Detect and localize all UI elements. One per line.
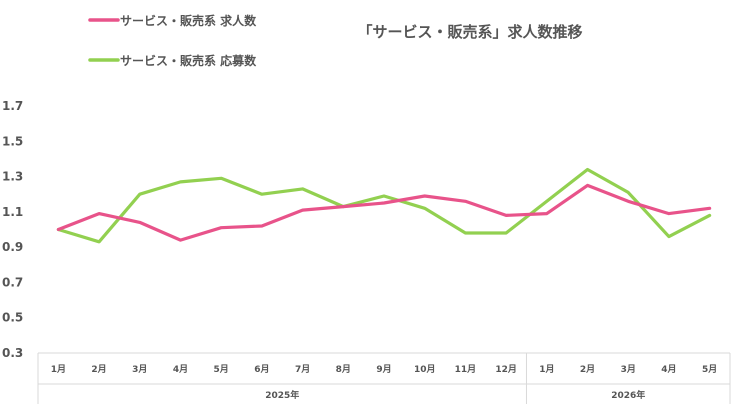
- x-tick-label: 1月: [539, 364, 554, 375]
- y-tick-label: 1.7: [2, 99, 23, 113]
- x-tick-label: 5月: [214, 364, 229, 375]
- y-tick-label: 0.7: [2, 275, 23, 289]
- x-tick-label: 5月: [702, 364, 717, 375]
- x-tick-label: 9月: [376, 364, 391, 375]
- y-tick-label: 1.5: [2, 134, 23, 148]
- x-tick-label: 7月: [295, 364, 310, 375]
- x-tick-label: 4月: [661, 364, 676, 375]
- x-tick-label: 1月: [51, 364, 66, 375]
- x-tick-label: 2月: [91, 364, 106, 375]
- x-tick-label: 4月: [173, 364, 188, 375]
- y-tick-label: 1.1: [2, 205, 23, 219]
- x-tick-label: 3月: [132, 364, 147, 375]
- chart-title: 「サービス・販売系」求人数推移: [357, 23, 582, 41]
- y-tick-label: 1.3: [2, 170, 23, 184]
- x-tick-label: 2月: [580, 364, 595, 375]
- x-tick-label: 12月: [495, 364, 517, 375]
- y-tick-label: 0.9: [2, 240, 23, 254]
- x-tick-label: 10月: [414, 364, 436, 375]
- legend-label: サービス・販売系 応募数: [120, 53, 257, 68]
- x-group-label: 2026年: [611, 389, 645, 401]
- series-line: [56, 167, 712, 244]
- series-line: [56, 183, 712, 242]
- x-axis: 1月 2月 3月 4月 5月 6月 7月 8月 9月 10月 11月 12月 1月 2月 3月 4月 5月 202…: [37, 352, 731, 404]
- y-tick-label: 0.3: [2, 346, 23, 360]
- x-tick-label: 11月: [455, 364, 477, 375]
- series-layer: [56, 167, 712, 244]
- y-axis: 0.3 0.5 0.7 0.9 1.1 1.3 1.5 1.7: [2, 99, 23, 360]
- x-group-label: 2025年: [265, 389, 299, 401]
- x-tick-label: 3月: [621, 364, 636, 375]
- x-tick-label: 6月: [254, 364, 269, 375]
- x-tick-label: 8月: [336, 364, 351, 375]
- legend-label: サービス・販売系 求人数: [120, 13, 257, 28]
- y-tick-label: 0.5: [2, 311, 23, 325]
